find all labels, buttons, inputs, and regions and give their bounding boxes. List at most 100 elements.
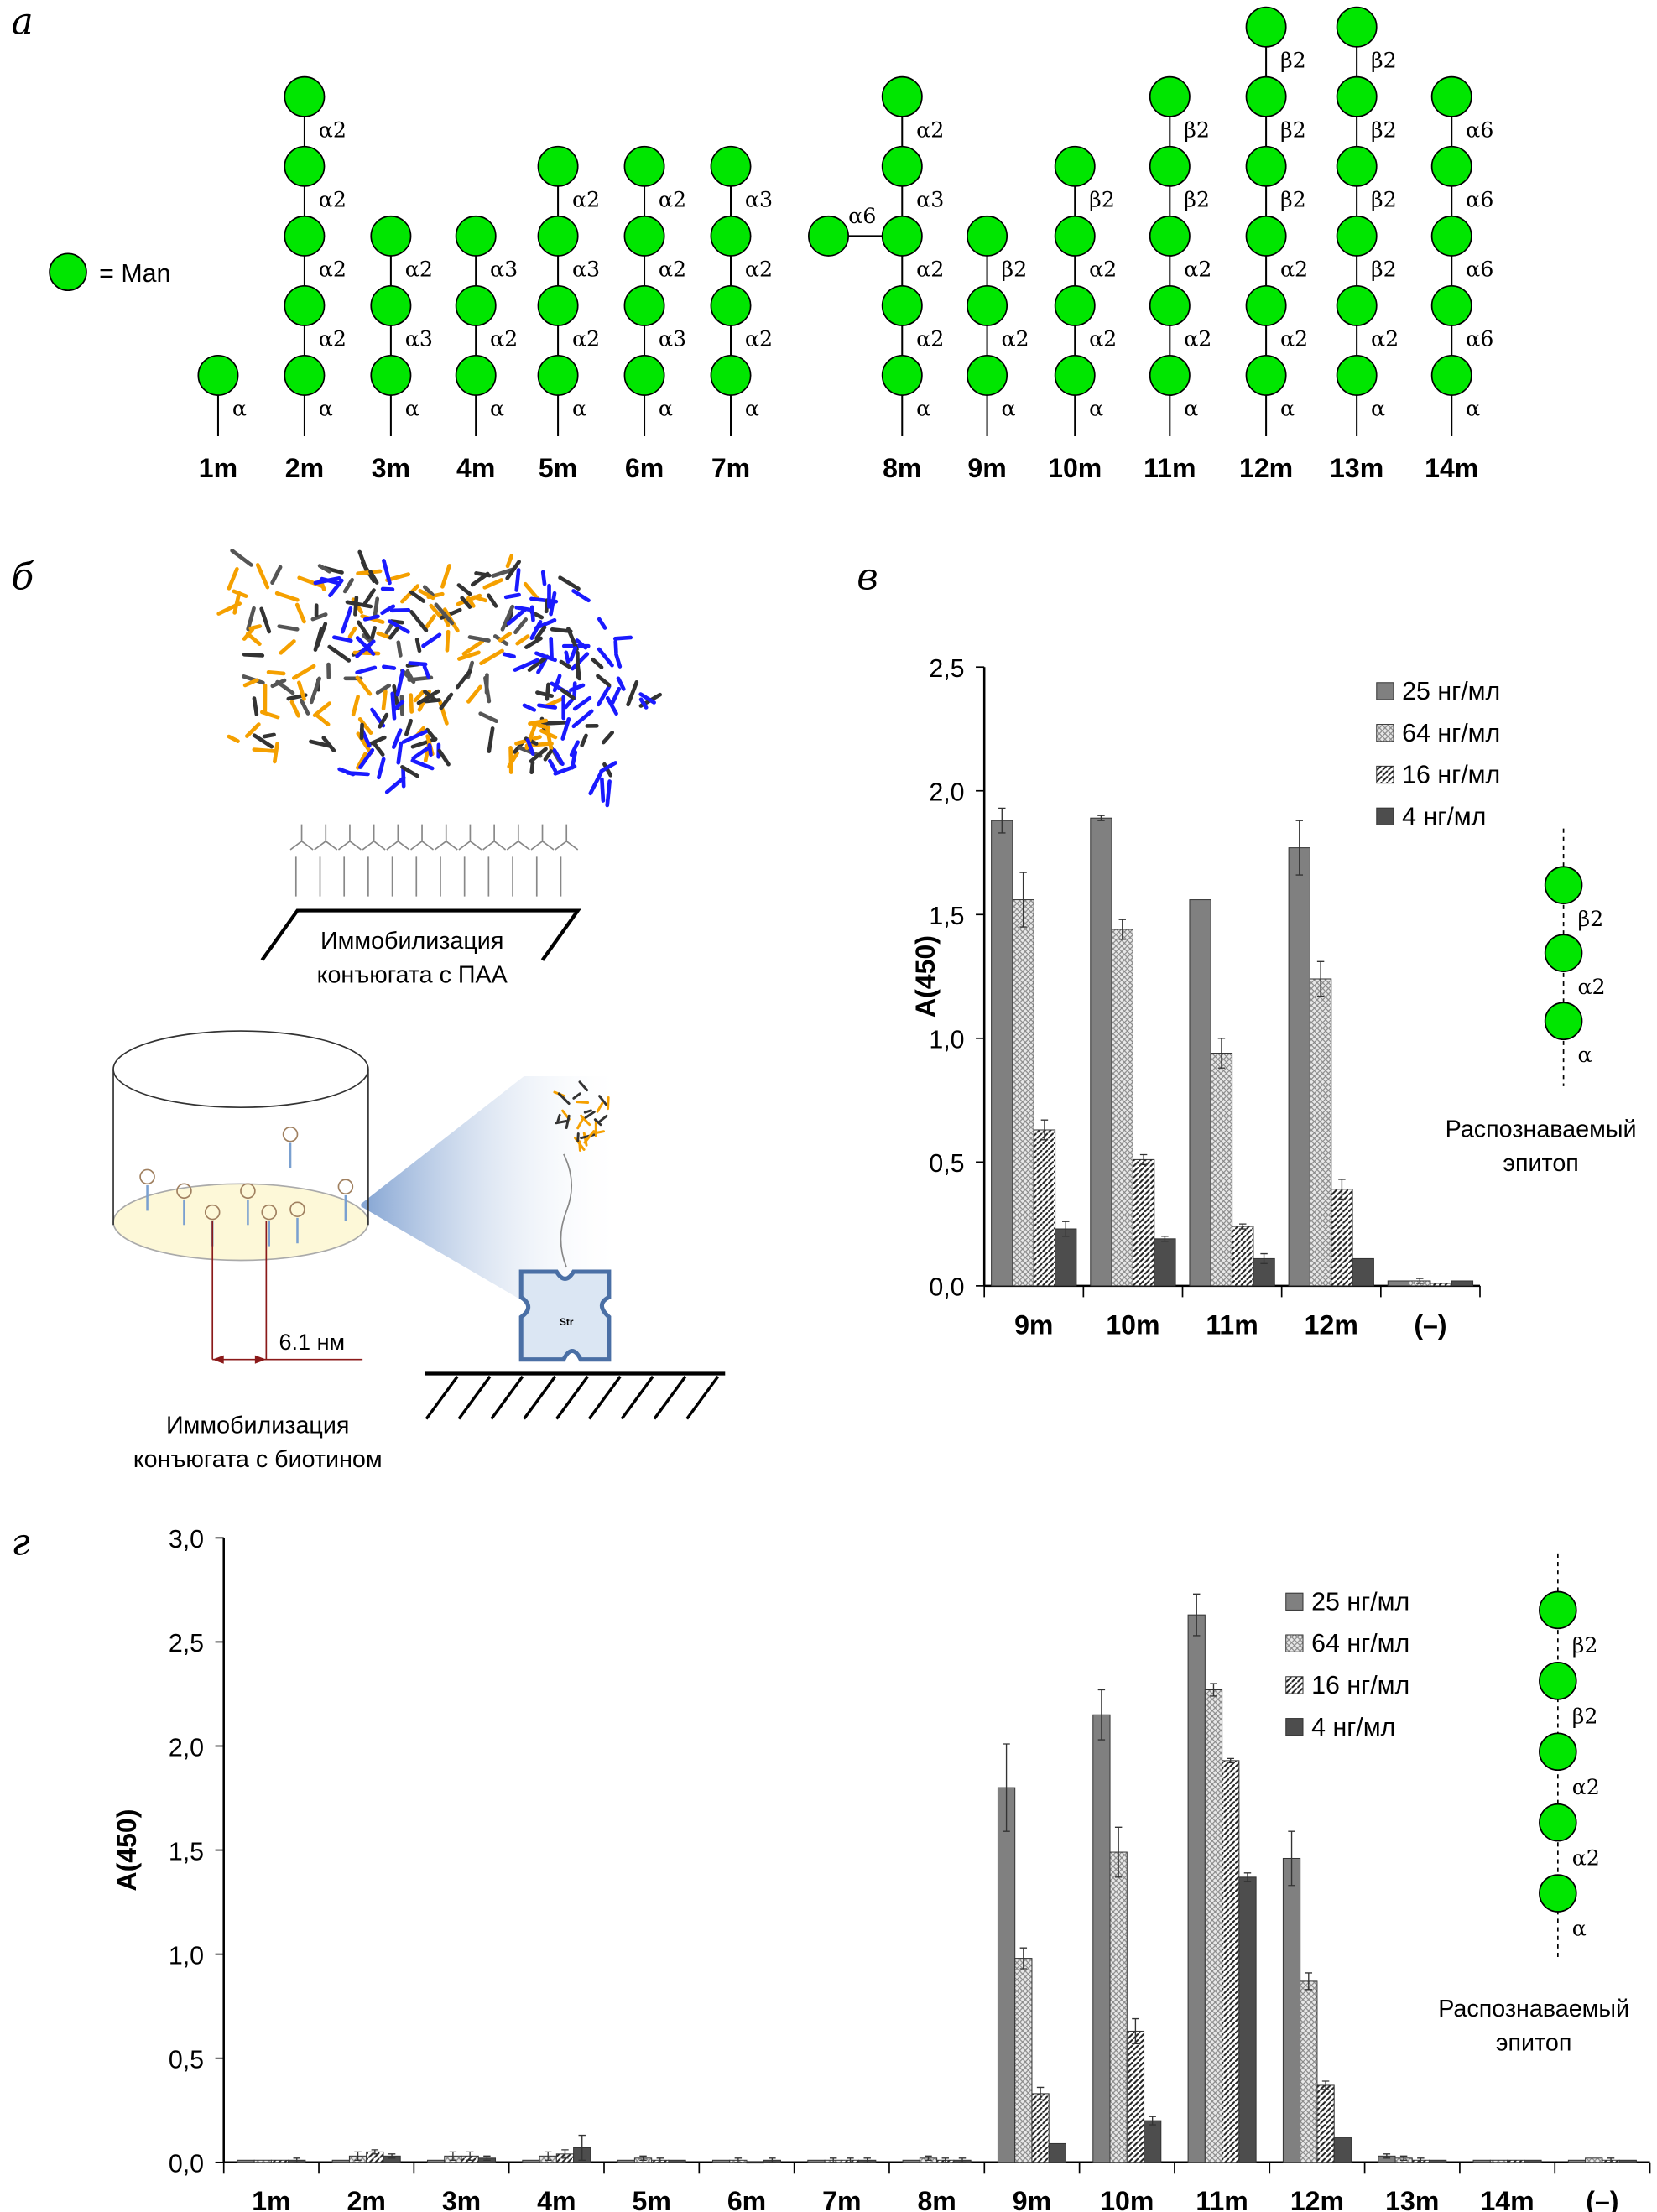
mannose-icon [1054, 354, 1096, 396]
bond-stroke [540, 570, 547, 586]
bar-10m-series-0 [1092, 1714, 1111, 2163]
bar-9m-series-3 [1048, 2142, 1066, 2163]
bond-stroke [466, 684, 482, 704]
legend-swatch-1 [1376, 724, 1394, 742]
mannose-icon [1336, 6, 1378, 48]
linkage-label: α [1371, 396, 1385, 421]
backbone-segment [386, 824, 410, 897]
error-bar [561, 2149, 569, 2159]
bond-stroke [614, 652, 623, 669]
bond-stroke [560, 688, 576, 700]
bond-stroke [537, 703, 558, 710]
linkage-label: α2 [1089, 257, 1117, 282]
bond-stroke [413, 690, 425, 703]
linkage-label: α2 [1371, 326, 1399, 351]
epitope-caption-line2: эпитоп [1496, 2029, 1572, 2056]
linkage-label: α2 [1280, 257, 1308, 282]
linkage-label: α2 [1001, 326, 1029, 351]
mannose-icon [710, 215, 752, 257]
bond-stroke [467, 635, 491, 643]
distance-label: 6.1 нм [279, 1330, 346, 1355]
distance-arrows [212, 1355, 267, 1364]
bond-stroke [502, 652, 516, 659]
epitope-caption-line1: Распознаваемый [1438, 1996, 1629, 2022]
y-tick-label: 1,5 [929, 902, 964, 930]
structure-5m: α α2 α3 α2 5m [537, 145, 600, 483]
bond-stroke [500, 604, 515, 632]
epitope-linkage-label: α2 [1577, 974, 1605, 999]
bond-stroke [576, 1101, 590, 1105]
y-tick-label: 1,5 [169, 1837, 204, 1866]
linkage-label: α [405, 396, 419, 421]
bond-stroke [380, 604, 396, 616]
linkage-label: α3 [659, 326, 686, 351]
structure-7m: α α2 α2 α3 7m [710, 145, 773, 483]
bar-12m-series-1 [1309, 978, 1332, 1287]
linkage-label: α [916, 396, 930, 421]
linkage-label: α3 [745, 187, 773, 212]
mannose-icon [1245, 284, 1287, 326]
bond-stroke [252, 733, 274, 749]
bond-stroke [291, 664, 316, 680]
backbone-segment [506, 824, 530, 897]
immobilized-conjugates [139, 1126, 354, 1247]
backbone-segment [410, 824, 435, 897]
bond-stroke [312, 701, 332, 718]
bond-stroke [404, 718, 414, 736]
bond-stroke [602, 762, 613, 778]
x-tick-label: 10m [1106, 1309, 1159, 1340]
epitope-mannose-icon [1539, 1590, 1577, 1630]
bond-stroke [571, 589, 591, 603]
epitope-mannose-icon [1539, 1732, 1577, 1772]
mannose-icon [623, 354, 665, 396]
x-tick-label: 11m [1206, 1309, 1258, 1340]
bond-stroke [315, 622, 328, 648]
bond-stroke [355, 636, 376, 656]
bond-stroke [514, 568, 521, 592]
mannose-icon [967, 215, 1008, 257]
mannose-icon [1336, 215, 1378, 257]
bond-stroke [522, 703, 537, 712]
single-glycan-molecule [553, 1080, 610, 1152]
bond-stroke [474, 571, 492, 578]
bar-1m-series-0 [237, 2159, 255, 2163]
bond-stroke [422, 585, 435, 597]
mannose-icon [1149, 215, 1191, 257]
bar-14m-series-1 [1489, 2159, 1508, 2163]
error-bar [483, 2155, 491, 2161]
glycan-dot [337, 1179, 354, 1195]
bond-stroke [297, 680, 306, 701]
mannose-icon [881, 145, 923, 187]
structure-1m: α 1m [197, 354, 247, 483]
structure-label: 5m [539, 453, 577, 483]
legend-label-0: 25 нг/мл [1311, 1587, 1409, 1616]
linkage-label: β2 [1371, 187, 1397, 212]
bond-stroke [345, 600, 373, 609]
bond-stroke [572, 681, 577, 700]
linkage-label: α2 [659, 257, 686, 282]
linkage-label: β2 [1371, 257, 1397, 282]
mannose-icon [455, 354, 497, 396]
bond-stroke [570, 750, 578, 770]
linkage-label: α [745, 396, 759, 421]
structure-label: 9m [967, 453, 1006, 483]
error-bar [1417, 2157, 1425, 2163]
epitope-mannose-icon [1539, 1803, 1577, 1842]
bond-stroke [482, 578, 503, 590]
linkage-label: α6 [1466, 257, 1493, 282]
bond-stroke [555, 1113, 561, 1124]
mannose-icon [537, 215, 579, 257]
bar-13m-series-3 [1429, 2159, 1447, 2163]
legend-label-2: 16 нг/мл [1311, 1671, 1409, 1699]
epitope-linkage-label: α2 [1572, 1845, 1600, 1870]
well-rim [112, 1030, 369, 1109]
bar-(–)-series-3 [1618, 2159, 1637, 2163]
bond-stroke [596, 1101, 604, 1113]
linkage-label: β2 [1184, 117, 1210, 143]
bond-stroke [362, 588, 376, 607]
bond-stroke [534, 617, 557, 630]
bond-stroke [529, 747, 548, 763]
bond-stroke [378, 712, 389, 729]
bond-stroke [421, 632, 442, 648]
bar-(–)-series-0 [1387, 1280, 1410, 1287]
